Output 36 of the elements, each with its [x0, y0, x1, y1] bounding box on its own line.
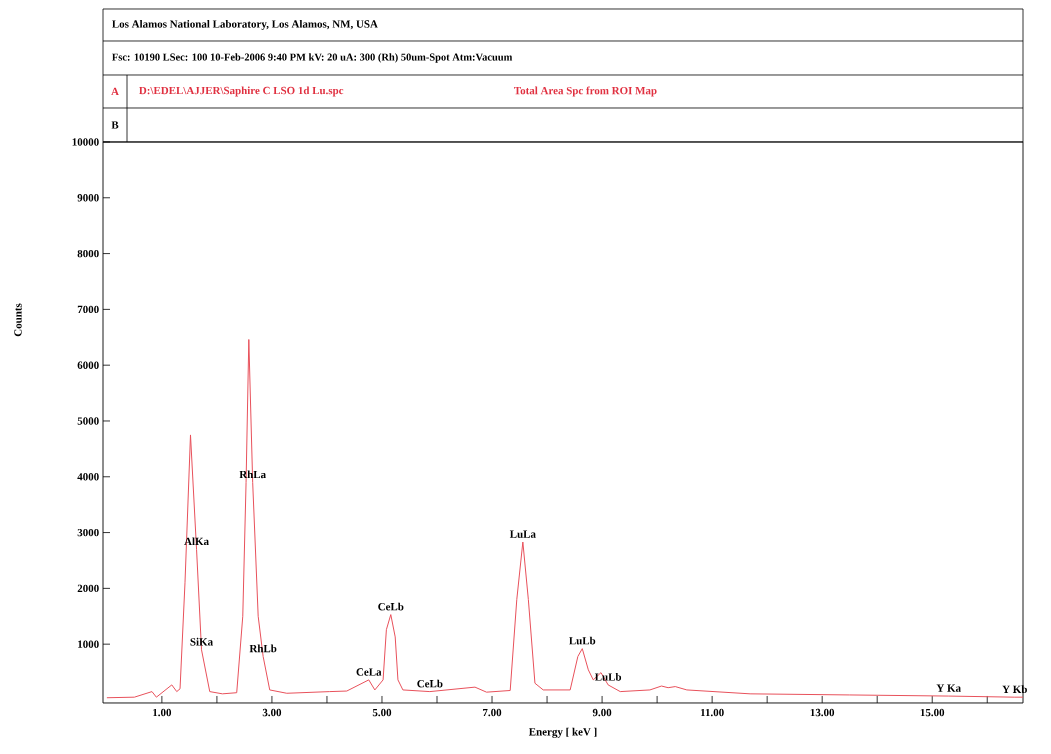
- annotation: CeLb: [417, 679, 443, 688]
- annotation: Y Kb: [1002, 685, 1027, 693]
- x-tick-label: 13.00: [810, 708, 835, 717]
- annotation: LuLb: [594, 672, 622, 681]
- y-tick-label: 5000: [77, 417, 99, 425]
- y-tick-label: 6000: [77, 361, 99, 369]
- x-tick-label: 3.00: [262, 708, 282, 717]
- chart-subtitle: Fsc: 10190 LSec: 100 10-Feb-2006 9:40 PM kV: 20 uA: 300 (Rh) 50um-Spot Atm:Vacuum: [112, 53, 513, 63]
- annotation: CeLb: [378, 602, 404, 611]
- chart-title: Los Alamos National Laboratory, Los Alamos, NM, USA: [112, 20, 378, 30]
- y-tick-label: 9000: [77, 194, 99, 202]
- y-tick-label: 1000: [78, 640, 99, 648]
- y-tick-label: 8000: [77, 249, 99, 258]
- y-tick-label: 7000: [77, 305, 99, 314]
- text: A: [111, 87, 119, 96]
- text: D:\EDEL\AJJER\Saphire C LSO 1d Lu.spc: [139, 86, 344, 97]
- annotation: LuLa: [509, 530, 536, 538]
- annotation: SiKa: [190, 637, 213, 646]
- x-tick-label: 11.00: [700, 708, 724, 717]
- y-axis-title: Counts: [14, 303, 22, 337]
- y-tick-label: 2000: [77, 584, 99, 593]
- x-axis-title: Energy [ keV ]: [528, 727, 597, 738]
- x-tick-label: 1.00: [153, 708, 172, 717]
- x-tick-label: 15.00: [920, 708, 945, 717]
- y-tick-label: 4000: [77, 473, 99, 481]
- y-tick-label: 3000: [77, 528, 99, 537]
- annotation: RhLb: [249, 644, 277, 653]
- text: B: [111, 121, 119, 129]
- text: Total Area Spc from ROI Map: [514, 86, 657, 97]
- x-tick-label: 9.00: [592, 708, 612, 717]
- annotation: Y Ka: [936, 684, 961, 692]
- x-tick-label: 5.00: [372, 708, 392, 717]
- x-tick-label: 7.00: [483, 708, 502, 717]
- y-tick-label: 10000: [72, 138, 99, 146]
- annotation: CeLa: [356, 668, 382, 676]
- annotation: LuLb: [569, 636, 596, 645]
